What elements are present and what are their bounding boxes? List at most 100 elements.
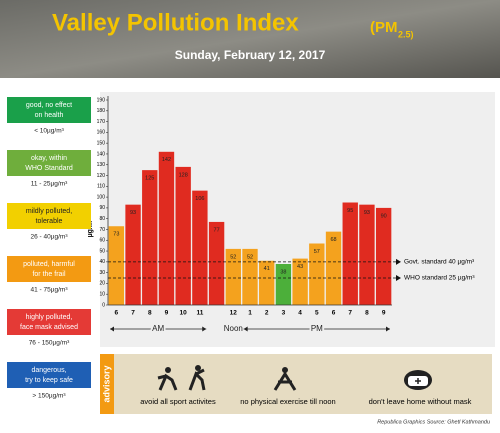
level-label: okay, within: [31, 155, 67, 162]
bar: [309, 243, 325, 305]
level-range: > 150µg/m³: [32, 393, 66, 400]
y-tick-label: 150: [97, 140, 106, 146]
value-label: 90: [381, 213, 387, 219]
title-unit: (PM: [370, 19, 398, 36]
bar: [108, 226, 125, 305]
bar: [375, 207, 392, 305]
value-label: 68: [330, 237, 336, 243]
x-tick-label: 11: [196, 310, 203, 317]
y-tick-label: 0: [102, 302, 105, 308]
level-label: highly polluted,: [26, 314, 73, 321]
subtitle: Sunday, February 12, 2017: [175, 48, 326, 62]
y-tick-label: 50: [99, 248, 105, 254]
x-tick-label: 6: [115, 310, 119, 317]
level-label: good, no effect: [26, 102, 72, 109]
reference-label: Govt. standard 40 µg/m³: [404, 259, 475, 266]
advisory-strip: [100, 354, 114, 414]
value-label: 95: [347, 208, 353, 214]
icon-mask: [404, 370, 432, 390]
y-tick-label: 160: [97, 130, 106, 136]
y-tick-label: 60: [99, 238, 105, 244]
bar: [208, 221, 225, 305]
y-tick-label: 40: [99, 259, 105, 265]
bar: [259, 260, 275, 305]
level-box: [7, 97, 91, 123]
x-tick-label: 6: [332, 310, 336, 317]
level-box: [7, 150, 91, 176]
level-label: WHO Standard: [25, 165, 73, 172]
bar: [158, 151, 175, 305]
x-tick-label: 2: [265, 310, 269, 317]
reference-arrow: [396, 258, 401, 265]
x-tick-label: 7: [348, 310, 352, 317]
y-tick-label: 20: [99, 281, 105, 287]
y-tick-label: 80: [99, 216, 105, 222]
value-label: 57: [314, 249, 320, 255]
bar: [125, 204, 141, 305]
y-tick-label: 190: [97, 97, 106, 103]
value-label: 142: [162, 157, 171, 163]
level-label: try to keep safe: [25, 377, 73, 384]
title: Valley Pollution Index: [52, 9, 299, 36]
x-tick-label: 10: [180, 310, 188, 317]
advisory-item: no physical exercise till noon: [240, 397, 335, 406]
level-range: 76 - 150µg/m³: [29, 340, 70, 347]
value-label: 52: [247, 254, 253, 260]
x-tick-label: 8: [148, 310, 152, 317]
level-label: for the frail: [32, 271, 66, 278]
level-label: face mask advised: [20, 324, 78, 331]
value-label: 93: [364, 210, 370, 216]
value-label: 125: [145, 176, 154, 182]
y-tick-label: 10: [99, 292, 105, 298]
icon-sport: [157, 365, 206, 391]
bar: [342, 202, 358, 305]
footer: Republica Graphics Source: Ghetl Kathman…: [377, 419, 490, 425]
group-label: Noon: [224, 324, 243, 333]
icon-exercise: [273, 367, 297, 391]
reference-label: WHO standard 25 µg/m³: [404, 275, 475, 282]
bar: [325, 231, 342, 305]
x-tick-label: 3: [282, 310, 286, 317]
level-label: dangerous,: [31, 367, 66, 374]
level-range: 41 - 75µg/m³: [31, 287, 69, 294]
y-tick-label: 140: [97, 151, 106, 157]
x-tick-label: 1: [248, 310, 252, 317]
reference-arrow: [396, 275, 401, 282]
bar: [175, 166, 191, 305]
x-tick-label: 4: [298, 310, 302, 317]
y-tick-label: 100: [97, 194, 106, 200]
value-label: 93: [130, 210, 136, 216]
bar: [242, 248, 258, 305]
level-box: [7, 309, 91, 335]
level-box: [7, 256, 91, 282]
x-tick-label: 7: [131, 310, 135, 317]
group-label: AM: [152, 324, 164, 333]
group-label: PM: [311, 324, 323, 333]
value-label: 43: [297, 264, 303, 270]
level-range: < 10µg/m³: [34, 128, 64, 135]
bar: [142, 170, 158, 305]
y-tick-label: 30: [99, 270, 105, 276]
y-tick-label: 170: [97, 119, 106, 125]
bar: [192, 190, 208, 305]
value-label: 38: [280, 269, 286, 275]
bar: [292, 258, 308, 305]
level-range: 26 - 40µg/m³: [31, 234, 69, 241]
advisory-item: don't leave home without mask: [369, 397, 472, 406]
bar: [359, 204, 375, 305]
value-label: 73: [113, 232, 119, 238]
level-label: on health: [35, 112, 64, 119]
level-label: polluted, harmful: [23, 261, 75, 268]
level-range: 11 - 25µg/m³: [31, 181, 68, 188]
header-photo: [0, 0, 500, 78]
y-tick-label: 130: [97, 162, 106, 168]
value-label: 128: [179, 172, 188, 178]
x-tick-label: 9: [165, 310, 169, 317]
y-tick-label: 70: [99, 227, 105, 233]
x-tick-label: 8: [365, 310, 369, 317]
x-tick-label: 9: [382, 310, 386, 317]
y-tick-label: 120: [97, 173, 106, 179]
bar: [275, 264, 292, 305]
title-sub: 2.5): [398, 29, 414, 39]
